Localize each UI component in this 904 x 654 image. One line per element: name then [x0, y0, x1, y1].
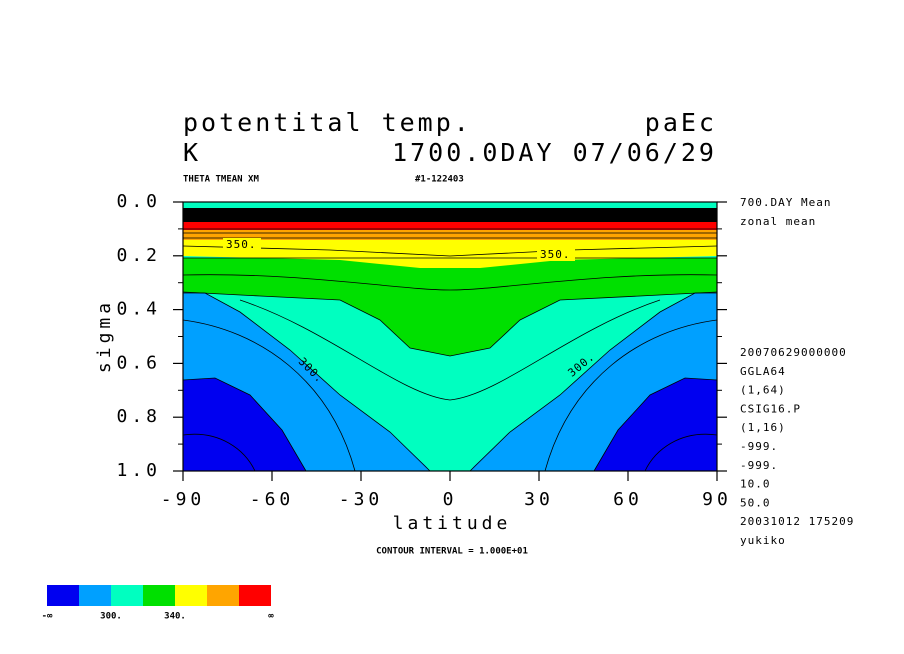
colorbar-label: 300. [100, 612, 122, 622]
units: K [183, 138, 201, 167]
side-info-line: -999. [740, 440, 778, 453]
contour-line [183, 257, 717, 291]
contour-line [183, 433, 717, 471]
side-info-line: -999. [740, 459, 778, 472]
colorbar-swatch [239, 585, 271, 606]
y-tick-label: 0.8 [116, 406, 161, 427]
y-tick-label: 1.0 [116, 460, 161, 481]
side-info-line: (1,64) [740, 384, 786, 397]
colorbar-swatch [111, 585, 143, 606]
side-info-line: GGLA64 [740, 365, 786, 378]
fill-band [183, 378, 306, 471]
colorbar [47, 585, 271, 606]
colorbar-swatch [47, 585, 79, 606]
y-tick-label: 0.4 [116, 299, 161, 320]
colorbar-swatch [175, 585, 207, 606]
x-tick-label: 30 [524, 489, 554, 510]
contour-line [183, 245, 717, 257]
chart-title-right: paEc [645, 108, 717, 137]
colorbar-swatch [143, 585, 175, 606]
side-info-line: 10.0 [740, 478, 771, 491]
contour-line [183, 228, 717, 239]
contour-line [239, 299, 661, 401]
side-info-line: yukiko [740, 534, 786, 547]
fill-band [183, 258, 717, 356]
fill-band [594, 378, 717, 471]
x-tick-label: 90 [702, 489, 732, 510]
contour-interval: CONTOUR INTERVAL = 1.000E+01 [376, 547, 528, 557]
dense-contours [183, 208, 717, 222]
side-info-line: zonal mean [740, 215, 816, 228]
contour-line [183, 319, 717, 471]
colorbar-label: 340. [164, 612, 186, 622]
colorbar-swatch [79, 585, 111, 606]
contour-label: 350. [540, 248, 571, 261]
time-label: 1700.0DAY 07/06/29 [392, 138, 717, 167]
side-info-line: CSIG16.P [740, 402, 801, 415]
contour-line [183, 377, 717, 471]
contour-field [183, 202, 717, 471]
y-tick-label: 0.6 [116, 352, 161, 373]
side-info-line: (1,16) [740, 421, 786, 434]
colorbar-label: -∞ [42, 612, 53, 622]
side-info: 700.DAY Mean zonal mean 20070629000000 GGLA… [740, 196, 854, 547]
side-info-line: 50.0 [740, 496, 771, 509]
colorbar-label: ∞ [268, 612, 274, 622]
x-tick-label: 60 [613, 489, 643, 510]
contour-line [183, 291, 717, 357]
y-tick-label: 0.0 [116, 191, 161, 212]
label-bg [537, 249, 575, 261]
fill-band [183, 236, 717, 268]
side-info-line: 20031012 175209 [740, 515, 854, 528]
side-info-line: 700.DAY Mean [740, 196, 831, 209]
y-axis-label: sigma [94, 299, 115, 373]
contour-line [183, 292, 717, 471]
side-info-line: 20070629000000 [740, 346, 847, 359]
contour-label: 350. [226, 238, 257, 251]
chart-title: potentital temp. [183, 108, 472, 137]
x-tick-label: -30 [339, 489, 384, 510]
colorbar-swatch [207, 585, 239, 606]
run-label: #1-122403 [415, 175, 464, 185]
axes: -90 -60 -30 0 30 60 90 0.0 0.2 0.4 0.6 0.8 1.0 [116, 191, 732, 510]
x-tick-label: -60 [250, 489, 295, 510]
x-tick-label: 0 [443, 489, 458, 510]
variable-label: THETA TMEAN XM [183, 175, 259, 185]
y-tick-label: 0.2 [116, 245, 161, 266]
label-bg [223, 238, 261, 250]
x-tick-label: -90 [161, 489, 206, 510]
x-axis-label: latitude [393, 513, 512, 534]
